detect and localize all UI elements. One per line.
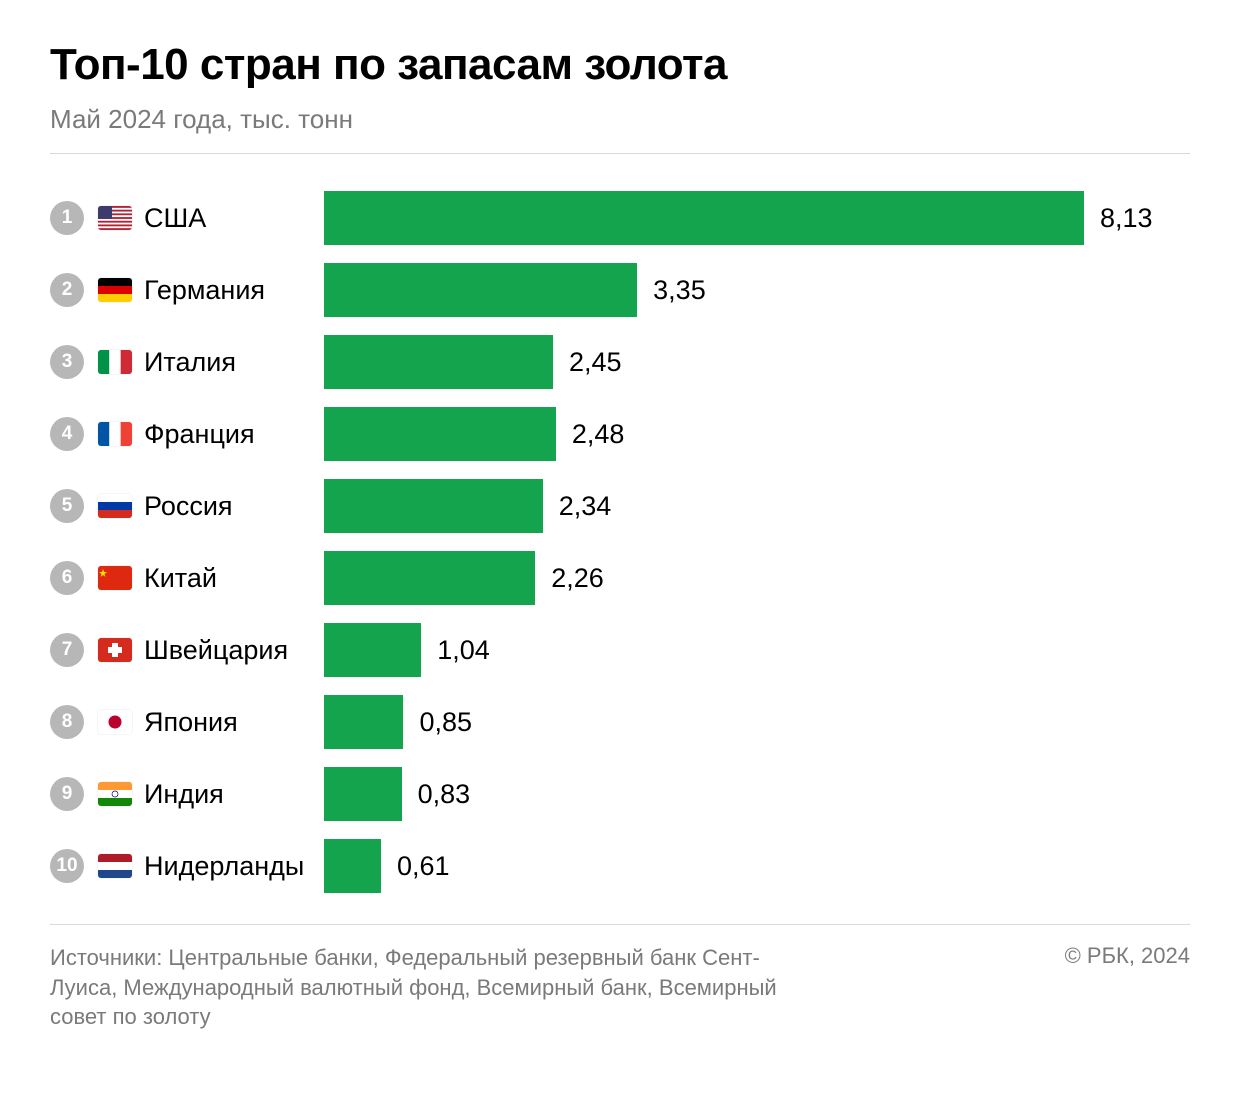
bar: [324, 263, 637, 317]
row-label: 9 Индия: [50, 777, 324, 811]
flag-icon-it: [98, 350, 132, 374]
row-label: 3 Италия: [50, 345, 324, 379]
rank-badge: 1: [50, 201, 84, 235]
country-name: Италия: [144, 347, 236, 378]
bar-value: 3,35: [653, 275, 706, 306]
flag-icon-jp: [98, 710, 132, 734]
chart-row: 9 Индия 0,83: [50, 758, 1190, 830]
rank-badge: 10: [50, 849, 84, 883]
rank-badge: 5: [50, 489, 84, 523]
chart-row: 8 Япония 0,85: [50, 686, 1190, 758]
country-name: Швейцария: [144, 635, 288, 666]
country-name: Франция: [144, 419, 255, 450]
bar: [324, 407, 556, 461]
country-name: Германия: [144, 275, 265, 306]
bar-container: 2,26: [324, 551, 1190, 605]
country-name: США: [144, 203, 206, 234]
divider-top: [50, 153, 1190, 154]
chart-row: 4 Франция 2,48: [50, 398, 1190, 470]
rank-badge: 2: [50, 273, 84, 307]
chart-row: 10 Нидерланды 0,61: [50, 830, 1190, 902]
bar: [324, 767, 402, 821]
chart-subtitle: Май 2024 года, тыс. тонн: [50, 104, 1190, 135]
bar-container: 0,85: [324, 695, 1190, 749]
chart-title: Топ-10 стран по запасам золота: [50, 40, 1190, 90]
country-name: Индия: [144, 779, 224, 810]
chart-row: 2 Германия 3,35: [50, 254, 1190, 326]
flag-icon-us: [98, 206, 132, 230]
rank-badge: 6: [50, 561, 84, 595]
bar: [324, 623, 421, 677]
flag-icon-de: [98, 278, 132, 302]
bar-value: 0,61: [397, 851, 450, 882]
divider-bottom: [50, 924, 1190, 925]
chart-row: 6 Китай 2,26: [50, 542, 1190, 614]
country-name: Япония: [144, 707, 238, 738]
bar-value: 2,48: [572, 419, 625, 450]
chart-row: 3 Италия 2,45: [50, 326, 1190, 398]
bar-chart: 1 США 8,13 2 Германия 3,35 3 Италия 2,45…: [50, 182, 1190, 902]
flag-icon-nl: [98, 854, 132, 878]
row-label: 5 Россия: [50, 489, 324, 523]
rank-badge: 7: [50, 633, 84, 667]
row-label: 8 Япония: [50, 705, 324, 739]
country-name: Россия: [144, 491, 233, 522]
bar-container: 1,04: [324, 623, 1190, 677]
chart-row: 5 Россия 2,34: [50, 470, 1190, 542]
row-label: 7 Швейцария: [50, 633, 324, 667]
bar-value: 2,34: [559, 491, 612, 522]
bar-value: 2,45: [569, 347, 622, 378]
rank-badge: 8: [50, 705, 84, 739]
bar-container: 0,83: [324, 767, 1190, 821]
flag-icon-cn: [98, 566, 132, 590]
row-label: 10 Нидерланды: [50, 849, 324, 883]
bar-value: 0,83: [418, 779, 471, 810]
sources-text: Источники: Центральные банки, Федеральны…: [50, 943, 810, 1032]
bar: [324, 551, 535, 605]
flag-icon-fr: [98, 422, 132, 446]
bar-value: 1,04: [437, 635, 490, 666]
flag-icon-ru: [98, 494, 132, 518]
flag-icon-ch: [98, 638, 132, 662]
row-label: 2 Германия: [50, 273, 324, 307]
bar-container: 3,35: [324, 263, 1190, 317]
rank-badge: 4: [50, 417, 84, 451]
row-label: 4 Франция: [50, 417, 324, 451]
chart-row: 1 США 8,13: [50, 182, 1190, 254]
rank-badge: 9: [50, 777, 84, 811]
country-name: Нидерланды: [144, 851, 304, 882]
bar-container: 0,61: [324, 839, 1190, 893]
country-name: Китай: [144, 563, 217, 594]
bar: [324, 695, 403, 749]
row-label: 6 Китай: [50, 561, 324, 595]
bar: [324, 479, 543, 533]
bar-value: 2,26: [551, 563, 604, 594]
bar-container: 2,48: [324, 407, 1190, 461]
row-label: 1 США: [50, 201, 324, 235]
bar: [324, 335, 553, 389]
rank-badge: 3: [50, 345, 84, 379]
bar-container: 2,45: [324, 335, 1190, 389]
bar: [324, 191, 1084, 245]
bar-value: 0,85: [419, 707, 472, 738]
bar-value: 8,13: [1100, 203, 1153, 234]
bar: [324, 839, 381, 893]
chart-row: 7 Швейцария 1,04: [50, 614, 1190, 686]
bar-container: 2,34: [324, 479, 1190, 533]
chart-footer: Источники: Центральные банки, Федеральны…: [50, 943, 1190, 1032]
flag-icon-in: [98, 782, 132, 806]
bar-container: 8,13: [324, 191, 1190, 245]
credit-text: © РБК, 2024: [1065, 943, 1190, 969]
